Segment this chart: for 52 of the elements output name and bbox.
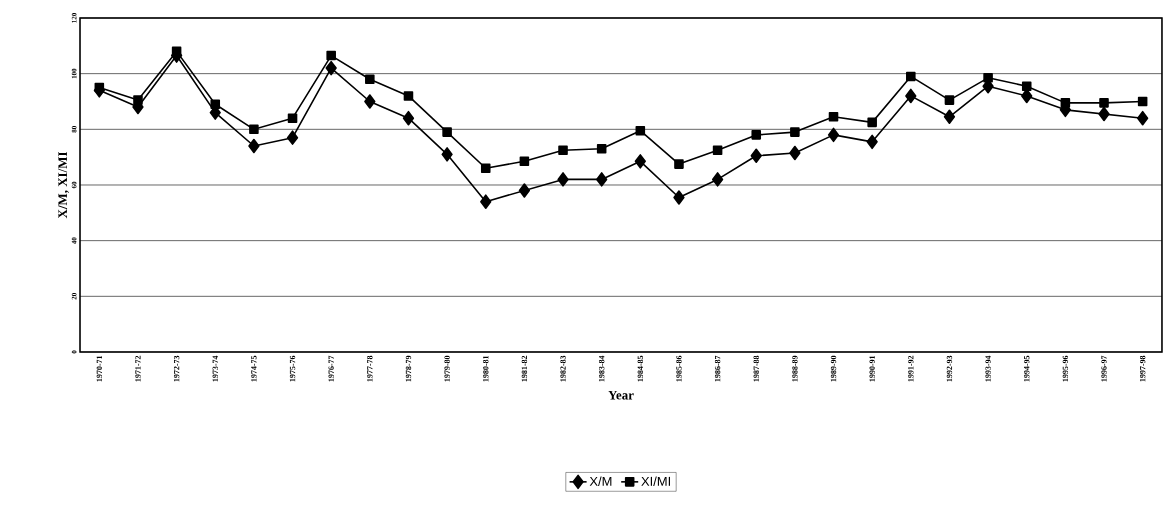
point [558, 145, 568, 155]
point [364, 94, 376, 109]
point [674, 159, 684, 169]
point [673, 190, 685, 205]
point [789, 145, 801, 161]
point [94, 82, 105, 93]
x-axis-title: Year [608, 390, 634, 400]
y-axis-title: X/M, XI/MI [58, 151, 69, 219]
point [596, 144, 607, 154]
point [1021, 81, 1032, 91]
point [1137, 96, 1148, 107]
point [248, 138, 260, 154]
point [711, 172, 724, 187]
point [287, 113, 298, 123]
point [325, 60, 337, 76]
point [518, 183, 531, 198]
point [1060, 98, 1071, 108]
point [210, 99, 221, 110]
point [442, 127, 452, 137]
point [790, 127, 800, 137]
point [403, 91, 414, 101]
point [827, 127, 840, 143]
point [249, 124, 259, 135]
point [828, 112, 839, 122]
point [1098, 106, 1110, 122]
point [983, 73, 993, 83]
point [751, 130, 762, 140]
point [944, 95, 955, 105]
point [402, 110, 415, 126]
point [480, 194, 492, 209]
point [905, 88, 917, 104]
point [133, 95, 143, 105]
point [365, 74, 375, 85]
point [634, 154, 646, 169]
point [557, 172, 569, 187]
point [286, 130, 299, 145]
point [326, 50, 336, 61]
point [635, 125, 646, 136]
point [906, 71, 916, 82]
point [866, 134, 878, 150]
legend-label: XI/MI [641, 476, 671, 486]
legend-label: X/M [589, 476, 612, 486]
point [1137, 110, 1149, 126]
point [712, 145, 723, 155]
point [596, 172, 608, 187]
point [867, 117, 877, 128]
point [943, 109, 956, 125]
point [519, 156, 530, 167]
point [480, 163, 491, 174]
point [1099, 98, 1109, 108]
point [441, 147, 453, 162]
point [750, 148, 762, 164]
